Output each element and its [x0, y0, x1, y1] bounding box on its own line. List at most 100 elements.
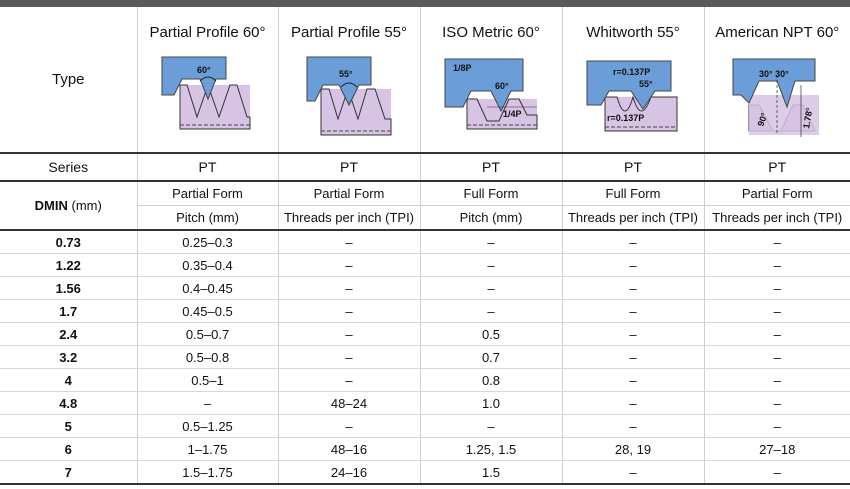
dmin-value: 5	[0, 414, 138, 438]
pitch-value: –	[137, 391, 279, 415]
pitch-value: 0.5–0.7	[137, 322, 279, 346]
profile-col-iso-metric: ISO Metric 60° 1/8P 60° 1/4P	[420, 7, 563, 153]
table-row: 5 0.5–1.25– – – –	[0, 414, 850, 438]
pitch-value: –	[278, 253, 421, 277]
svg-text:1.78°: 1.78°	[801, 106, 815, 129]
pitch-value: 24–16	[278, 460, 421, 485]
pitch-value: –	[562, 345, 705, 369]
pitch-value: 1–1.75	[137, 437, 279, 461]
unit-value: Threads per inch (TPI)	[712, 210, 843, 225]
profile-name: Partial Profile 60°	[149, 24, 266, 41]
data-rows: 0.73 0.25–0.3– – – –1.22 0.35–0.4– – – –1.56 0.4–…	[0, 230, 850, 485]
dmin-value: 1.22	[0, 253, 138, 277]
series-value: PT	[768, 159, 787, 175]
table-row: 6 1–1.75 48–16 1.25, 1.5 28, 19 27–18	[0, 437, 850, 461]
top-rule	[0, 0, 850, 7]
pitch-value: –	[562, 414, 705, 438]
pitch-value: –	[562, 299, 705, 323]
svg-text:r=0.137P: r=0.137P	[607, 113, 644, 123]
pitch-value: –	[278, 322, 421, 346]
table-row: 0.73 0.25–0.3– – – –	[0, 230, 850, 254]
pitch-value: 1.25, 1.5	[420, 437, 563, 461]
profile-name: Partial Profile 55°	[290, 24, 408, 41]
thread-insert-table: Type Partial Profile 60° 60° Partial Pro…	[0, 7, 850, 485]
npt-profile-icon: 30° 30° 90° 1.78°	[732, 58, 820, 137]
pitch-value: 0.5–0.8	[137, 345, 279, 369]
table-row: 4.8–48–24 1.0– –	[0, 391, 850, 415]
dmin-value: 1.7	[0, 299, 138, 323]
svg-text:30° 30°: 30° 30°	[759, 69, 789, 79]
series-value: PT	[562, 153, 705, 181]
pitch-value: –	[420, 276, 563, 300]
table-row: 1.7 0.45–0.5– – – –	[0, 299, 850, 323]
pitch-value: –	[704, 253, 850, 277]
unit-value: Threads per inch (TPI)	[562, 205, 705, 230]
form-value: Full Form	[420, 181, 563, 206]
pitch-value: –	[420, 253, 563, 277]
pitch-value: –	[704, 460, 850, 485]
pitch-value: –	[562, 368, 705, 392]
pitch-value: –	[420, 414, 563, 438]
pitch-value: 0.5–1.25	[137, 414, 279, 438]
dmin-value: 4	[0, 368, 138, 392]
dmin-value: 7	[0, 460, 138, 485]
pitch-value: –	[562, 230, 705, 254]
svg-text:60°: 60°	[495, 81, 509, 91]
svg-text:55°: 55°	[639, 79, 653, 89]
pitch-value: –	[704, 368, 850, 392]
table-row: 3.2 0.5–0.8–0.7– –	[0, 345, 850, 369]
dmin-header: DMIN (mm)	[0, 181, 138, 231]
pitch-value: –	[420, 299, 563, 323]
pitch-value: –	[562, 391, 705, 415]
svg-text:90°: 90°	[756, 111, 770, 128]
pitch-value: 0.35–0.4	[137, 253, 279, 277]
pitch-value: –	[278, 368, 421, 392]
dmin-value: 2.4	[0, 322, 138, 346]
whitworth-profile-icon: r=0.137P 55° r=0.137P	[586, 60, 678, 132]
type-label: Type	[0, 7, 138, 153]
pitch-value: –	[278, 345, 421, 369]
profile-col-partial-60: Partial Profile 60° 60°	[137, 7, 279, 153]
form-value: Full Form	[562, 181, 705, 206]
pitch-value: 0.4–0.45	[137, 276, 279, 300]
svg-text:r=0.137P: r=0.137P	[613, 67, 650, 77]
profile-col-whitworth: Whitworth 55° r=0.137P 55° r=0.137P	[562, 7, 705, 153]
pitch-value: –	[278, 414, 421, 438]
svg-text:55°: 55°	[339, 69, 353, 79]
pitch-value: –	[704, 322, 850, 346]
pitch-value: 0.7	[420, 345, 563, 369]
table-row: 1.22 0.35–0.4– – – –	[0, 253, 850, 277]
pitch-value: 0.5	[420, 322, 563, 346]
profile-name: Whitworth 55°	[586, 24, 680, 41]
pitch-value: 1.5	[420, 460, 563, 485]
pitch-value: 0.5–1	[137, 368, 279, 392]
dmin-value: 3.2	[0, 345, 138, 369]
pitch-value: –	[704, 345, 850, 369]
pitch-value: 1.5–1.75	[137, 460, 279, 485]
pitch-value: –	[278, 299, 421, 323]
pitch-value: –	[562, 460, 705, 485]
profile-col-npt: American NPT 60° 30° 30° 90° 1.78°	[704, 7, 850, 153]
pitch-value: 1.0	[420, 391, 563, 415]
table-row: 4 0.5–1–0.8– –	[0, 368, 850, 392]
pitch-value: –	[704, 230, 850, 254]
partial-60-profile-icon: 60°	[161, 56, 250, 130]
unit-row: Pitch (mm) Threads per inch (TPI) Pitch …	[0, 205, 850, 230]
profile-name: American NPT 60°	[715, 24, 840, 41]
dmin-label: DMIN	[34, 198, 68, 213]
series-row: Series PT PT PT PT PT	[0, 153, 850, 181]
dmin-value: 1.56	[0, 276, 138, 300]
pitch-value: –	[278, 230, 421, 254]
pitch-value: –	[420, 230, 563, 254]
table-row: 7 1.5–1.75 24–16 1.5– –	[0, 460, 850, 485]
table-row: 1.56 0.4–0.45– – – –	[0, 276, 850, 300]
series-value: PT	[420, 153, 563, 181]
dmin-value: 4.8	[0, 391, 138, 415]
pitch-value: –	[562, 322, 705, 346]
table-row: 2.4 0.5–0.7–0.5– –	[0, 322, 850, 346]
series-value: PT	[137, 153, 279, 181]
form-value: Partial Form	[137, 181, 279, 206]
pitch-value: 0.45–0.5	[137, 299, 279, 323]
pitch-value: –	[704, 299, 850, 323]
form-value: Partial Form	[278, 181, 421, 206]
